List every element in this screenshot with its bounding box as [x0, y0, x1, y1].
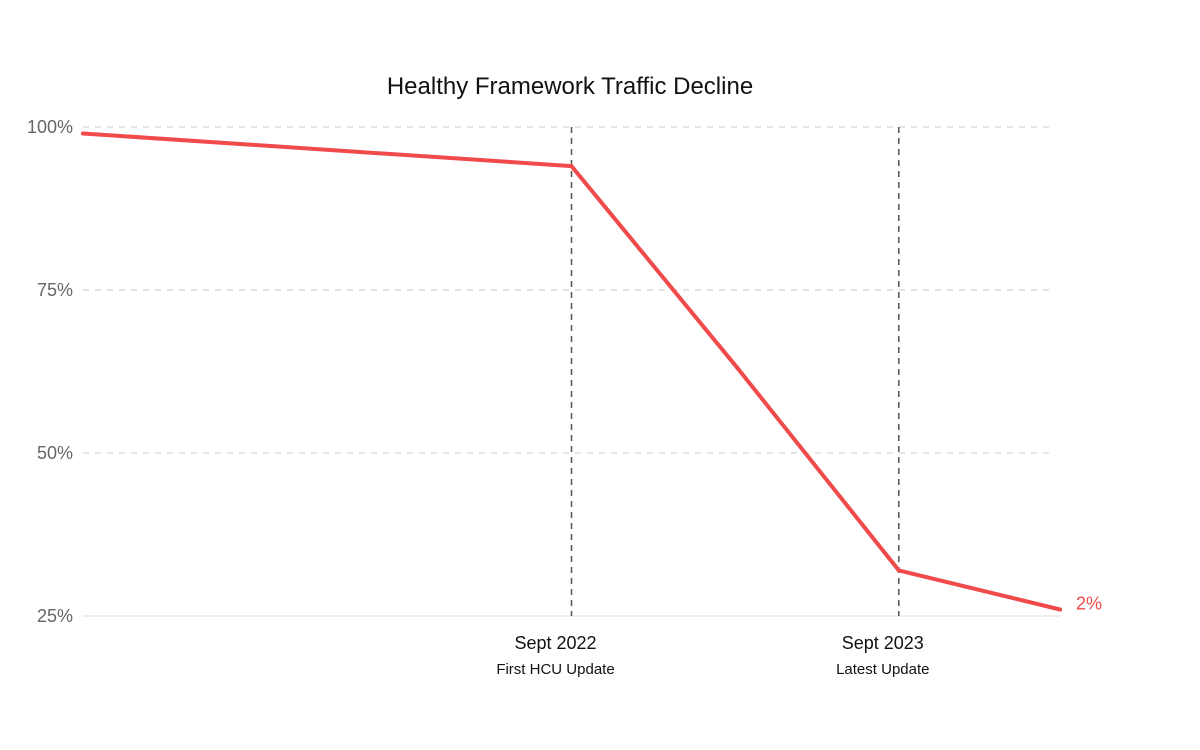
- end-value-label: 2%: [1076, 593, 1102, 613]
- y-tick-label: 100%: [27, 117, 73, 137]
- data-point: [569, 164, 574, 169]
- y-tick-label: 50%: [37, 443, 73, 463]
- y-tick-label: 75%: [37, 280, 73, 300]
- chart-title: Healthy Framework Traffic Decline: [387, 73, 753, 100]
- x-marker-label: Sept 2023: [842, 633, 924, 653]
- data-point: [81, 131, 85, 136]
- y-tick-label: 25%: [37, 606, 73, 626]
- label-layer: 100% 75% 50% 25% Sept 2022 First HCU Update Se…: [27, 117, 1102, 678]
- series-layer: [81, 131, 1062, 612]
- x-marker-sublabel: First HCU Update: [496, 661, 614, 678]
- data-point: [735, 366, 740, 371]
- data-point: [1058, 607, 1062, 612]
- x-marker-sublabel: Latest Update: [836, 661, 929, 678]
- x-marker-label: Sept 2022: [514, 633, 596, 653]
- marker-layer: [570, 127, 900, 616]
- data-point: [896, 568, 901, 573]
